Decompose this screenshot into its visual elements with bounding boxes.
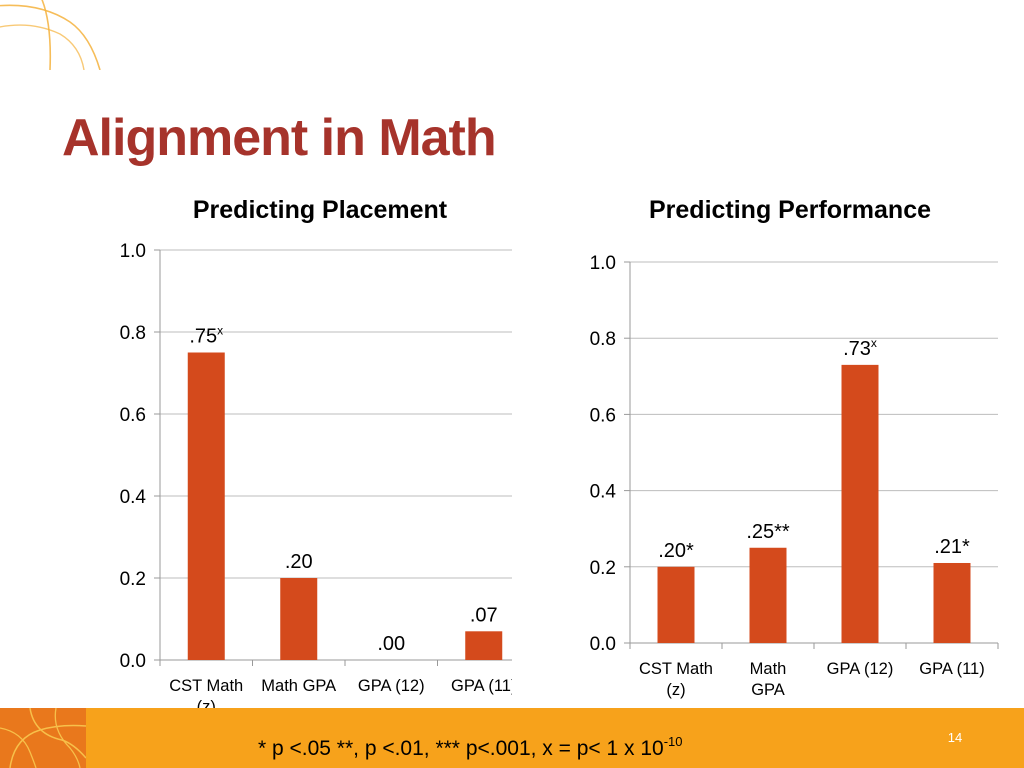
chart-predicting-placement: Predicting Placement 0.0 0.2 0.4 0.6 0.8 1.0 .7… <box>120 196 512 716</box>
y-tick-label: 0.2 <box>590 558 616 579</box>
data-label-superscript: x <box>217 324 223 338</box>
footer-logo-square <box>0 708 86 768</box>
bar <box>657 566 695 643</box>
chart-title: Predicting Placement <box>193 196 448 224</box>
page-number: 14 <box>947 730 963 745</box>
slide-title: Alignment in Math <box>62 109 497 167</box>
category-label: GPA (12) <box>358 677 425 695</box>
bar <box>465 631 503 660</box>
decorative-lines <box>0 0 101 70</box>
category-label: CST Math <box>169 677 243 695</box>
data-label: .75x <box>189 324 223 348</box>
data-label: .20 <box>285 551 313 573</box>
y-tick-label: 0.8 <box>120 323 146 344</box>
data-label: .07 <box>470 604 498 626</box>
y-tick-label: 0.0 <box>590 634 616 655</box>
data-label-superscript: x <box>871 336 877 350</box>
significance-footnote: * p <.05 **, p <.01, *** p<.001, x = p< … <box>258 734 683 761</box>
y-tick-label: 0.6 <box>120 405 146 426</box>
data-label: .00 <box>377 633 405 655</box>
bar <box>841 364 879 643</box>
bar <box>749 547 787 643</box>
footnote-text: * p <.05 **, p <.01, *** p<.001, x = p< … <box>258 737 664 760</box>
category-label: GPA (12) <box>827 660 894 678</box>
y-tick-label: 1.0 <box>120 241 146 262</box>
data-label: .73x <box>843 336 877 360</box>
category-label: CST Math <box>639 660 713 678</box>
data-label: .20* <box>658 540 694 562</box>
bar <box>187 352 225 660</box>
footer-swirl-decoration <box>0 708 86 768</box>
y-tick-label: 0.4 <box>120 487 147 508</box>
bar <box>280 578 318 660</box>
y-tick-label: 0.4 <box>590 482 617 503</box>
footer-band: 14 * p <.05 **, p <.01, *** p<.001, x = … <box>0 708 1024 768</box>
y-tick-label: 0.6 <box>590 405 616 426</box>
data-label: .21* <box>934 536 970 558</box>
bar <box>933 562 971 643</box>
chart-predicting-performance: Predicting Performance 0.0 0.2 0.4 0.6 0.8 1.0… <box>590 196 999 699</box>
chart-title: Predicting Performance <box>649 196 931 224</box>
y-tick-label: 0.8 <box>590 329 616 350</box>
category-label: GPA (11) <box>451 677 512 695</box>
data-label: .25** <box>746 521 790 543</box>
y-tick-label: 1.0 <box>590 253 616 274</box>
category-label: GPA <box>751 681 785 699</box>
category-label: GPA (11) <box>919 660 984 678</box>
category-label: (z) <box>666 681 685 699</box>
footnote-exponent: -10 <box>663 734 683 749</box>
category-label: Math <box>750 660 787 678</box>
category-label: Math GPA <box>261 677 336 695</box>
y-tick-label: 0.2 <box>120 569 146 590</box>
y-tick-label: 0.0 <box>120 651 146 672</box>
